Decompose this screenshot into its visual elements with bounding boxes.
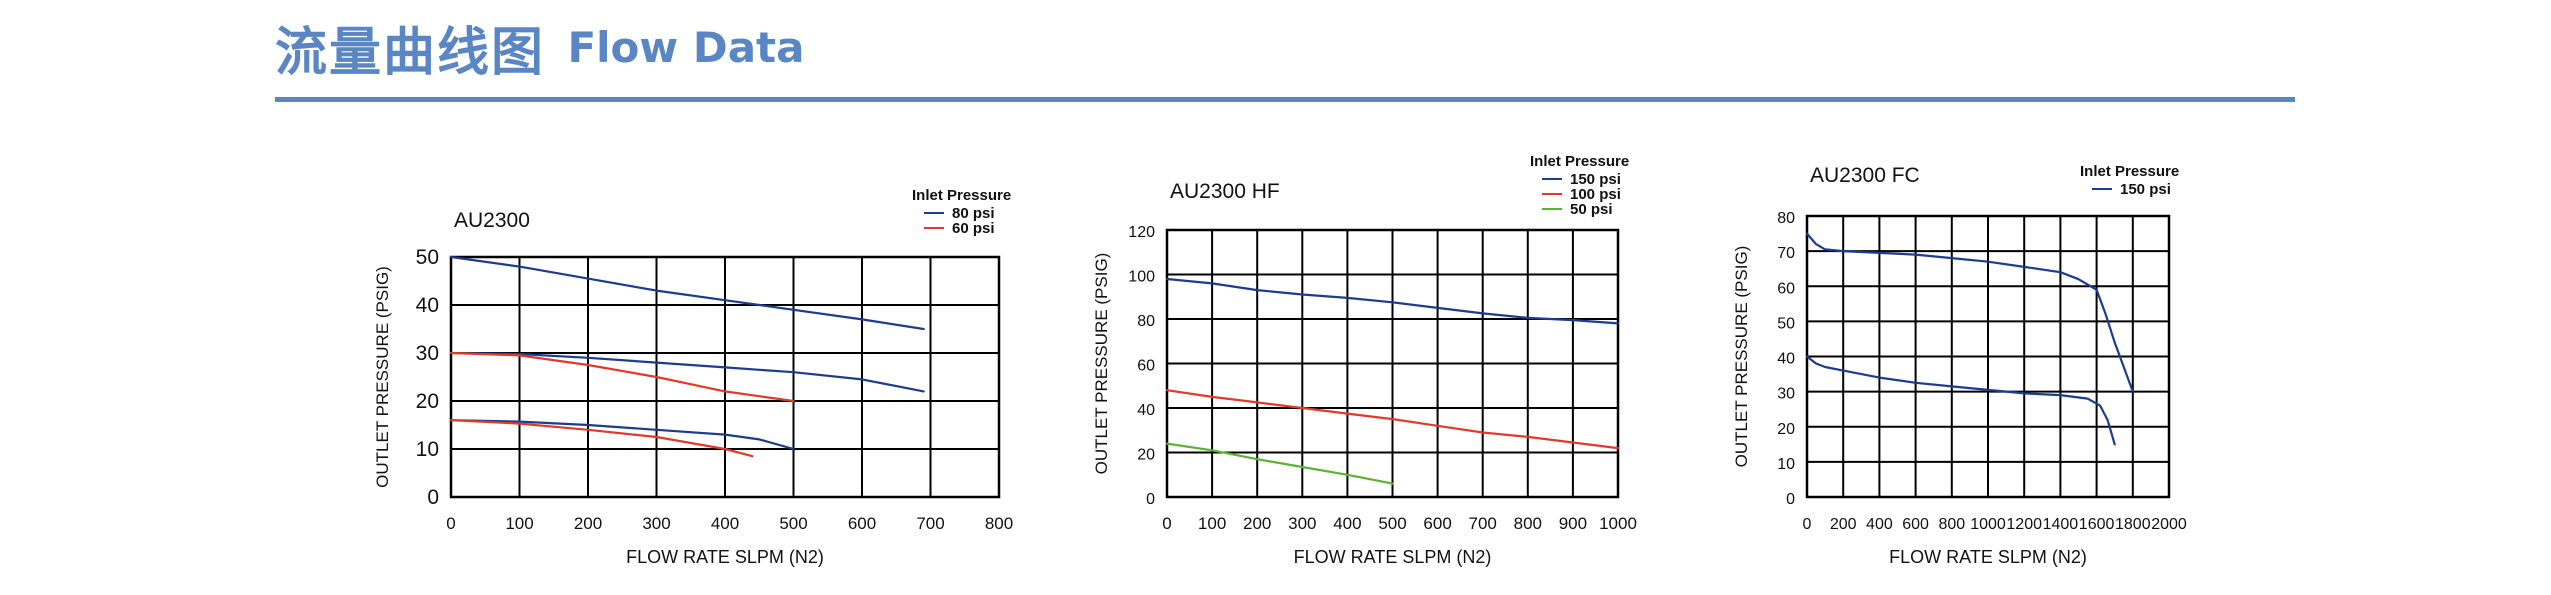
x-tick-label: 2000 xyxy=(2151,516,2187,533)
y-tick-label: 40 xyxy=(1777,351,1795,368)
series-line xyxy=(1805,355,2116,446)
x-tick-label: 1600 xyxy=(2079,516,2115,533)
series-line xyxy=(1165,442,1394,485)
x-axis-label: FLOW RATE SLPM (N2) xyxy=(1294,547,1492,567)
series-line xyxy=(449,419,754,458)
legend-label: 100 psi xyxy=(1570,186,1621,203)
x-tick-label: 400 xyxy=(711,514,739,533)
x-tick-label: 800 xyxy=(985,514,1013,533)
y-tick-label: 60 xyxy=(1777,280,1795,297)
x-tick-label: 500 xyxy=(1378,514,1406,533)
x-tick-label: 500 xyxy=(779,514,807,533)
legend-title: Inlet Pressure xyxy=(2080,163,2179,180)
chart-title: AU2300 FC xyxy=(1810,164,1920,187)
legend-title: Inlet Pressure xyxy=(912,187,1011,204)
x-tick-label: 300 xyxy=(642,514,670,533)
page-header: 流量曲线图 Flow Data xyxy=(275,10,2295,85)
x-tick-label: 700 xyxy=(1469,514,1497,533)
y-tick-label: 40 xyxy=(1137,402,1155,419)
legend-label: 150 psi xyxy=(2120,181,2171,198)
header-divider xyxy=(275,97,2295,102)
series-line xyxy=(449,351,795,403)
chart-1: 0 100 200 300 400 500 600 700 800 0 10 20 30 40 50 FLOW… xyxy=(373,187,1013,567)
plot-frame xyxy=(1165,228,1620,499)
legend-title: Inlet Pressure xyxy=(1530,153,1629,170)
y-tick-label: 0 xyxy=(1786,491,1795,508)
legend-label: 60 psi xyxy=(952,220,995,237)
y-axis-label: OUTLET PRESSURE (PSIG) xyxy=(373,266,392,488)
y-tick-label: 20 xyxy=(1137,447,1155,464)
chart-title: AU2300 HF xyxy=(1170,180,1280,203)
y-tick-label: 80 xyxy=(1137,313,1155,330)
y-axis-label: OUTLET PRESSURE (PSIG) xyxy=(1092,253,1111,475)
x-tick-label: 1800 xyxy=(2115,516,2151,533)
y-axis-label: OUTLET PRESSURE (PSIG) xyxy=(1732,246,1751,468)
chart-2: 0 100 200 300 400 500 600 700 800 900 1000 0 20 40 60 8… xyxy=(1092,153,1637,567)
chart-title: AU2300 xyxy=(454,209,530,232)
plot-frame xyxy=(449,255,1001,499)
series-line xyxy=(1805,232,2134,393)
series-line xyxy=(449,255,925,331)
legend-label: 150 psi xyxy=(1570,171,1621,188)
x-tick-label: 100 xyxy=(1198,514,1226,533)
x-tick-label: 200 xyxy=(1830,516,1857,533)
x-tick-label: 600 xyxy=(1902,516,1929,533)
x-tick-label: 1200 xyxy=(2006,516,2042,533)
page-title-chinese: 流量曲线图 xyxy=(275,23,546,83)
y-tick-label: 10 xyxy=(1777,456,1795,473)
x-tick-label: 0 xyxy=(1803,516,1812,533)
x-tick-label: 800 xyxy=(1938,516,1965,533)
y-tick-label: 0 xyxy=(427,486,439,509)
y-tick-label: 70 xyxy=(1777,245,1795,262)
x-tick-label: 1000 xyxy=(1970,516,2006,533)
y-tick-label: 30 xyxy=(416,342,439,365)
series-line xyxy=(449,419,795,451)
y-tick-label: 50 xyxy=(416,246,439,269)
x-tick-label: 0 xyxy=(446,514,455,533)
legend-label: 50 psi xyxy=(1570,201,1613,218)
x-tick-label: 100 xyxy=(505,514,533,533)
y-tick-label: 100 xyxy=(1128,269,1155,286)
x-tick-label: 400 xyxy=(1333,514,1361,533)
x-tick-label: 600 xyxy=(848,514,876,533)
x-tick-label: 600 xyxy=(1423,514,1451,533)
x-tick-label: 700 xyxy=(916,514,944,533)
x-tick-label: 1400 xyxy=(2043,516,2079,533)
y-tick-label: 120 xyxy=(1128,224,1155,241)
x-tick-label: 800 xyxy=(1514,514,1542,533)
y-tick-label: 30 xyxy=(1777,386,1795,403)
y-tick-label: 20 xyxy=(416,390,439,413)
chart-3: 0 200 400 600 800 1000 1200 1400 1600 1800 2000 0 10… xyxy=(1732,163,2187,567)
y-tick-label: 10 xyxy=(416,438,439,461)
page-title-english: Flow Data xyxy=(567,23,805,72)
x-tick-label: 200 xyxy=(574,514,602,533)
x-tick-label: 1000 xyxy=(1599,514,1637,533)
x-tick-label: 300 xyxy=(1288,514,1316,533)
y-tick-label: 60 xyxy=(1137,358,1155,375)
series-line xyxy=(1165,389,1620,450)
y-tick-label: 80 xyxy=(1777,210,1795,227)
x-tick-label: 200 xyxy=(1243,514,1271,533)
y-tick-label: 0 xyxy=(1146,491,1155,508)
y-tick-label: 20 xyxy=(1777,421,1795,438)
x-axis-label: FLOW RATE SLPM (N2) xyxy=(1889,547,2087,567)
series-line xyxy=(449,351,925,393)
x-tick-label: 400 xyxy=(1866,516,1893,533)
y-tick-label: 40 xyxy=(416,294,439,317)
y-tick-label: 50 xyxy=(1777,315,1795,332)
x-tick-label: 900 xyxy=(1559,514,1587,533)
x-axis-label: FLOW RATE SLPM (N2) xyxy=(626,547,824,567)
legend-label: 80 psi xyxy=(952,205,995,222)
x-tick-label: 0 xyxy=(1162,514,1171,533)
series-line xyxy=(1165,277,1620,325)
